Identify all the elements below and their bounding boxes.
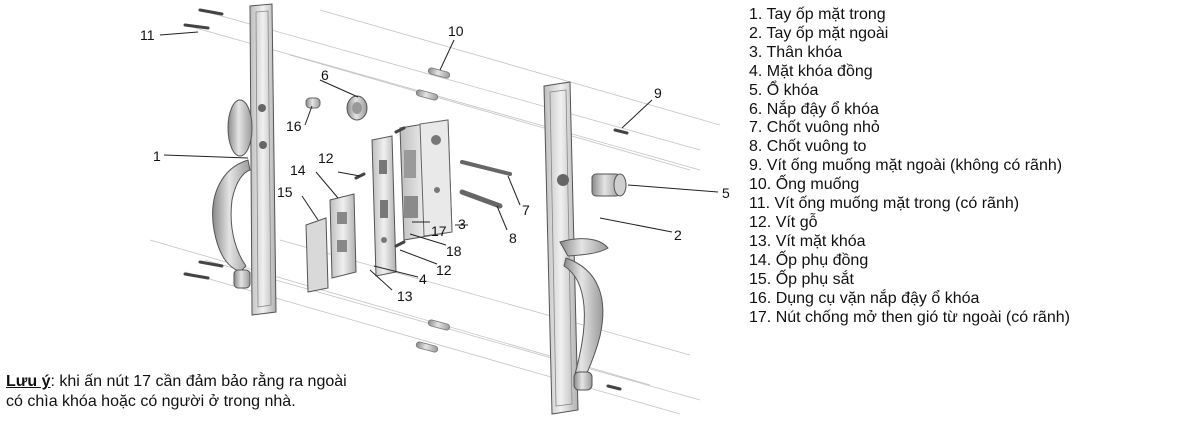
part-item: 6. Nắp đậy ổ khóa — [749, 100, 879, 118]
spacer-tubes — [415, 67, 451, 353]
callout-13: 13 — [397, 288, 413, 304]
part-item: 1. Tay ốp mặt trong — [749, 6, 886, 23]
callout-1: 1 — [153, 148, 161, 164]
part-item: 15. Ốp phụ sắt — [749, 270, 854, 288]
parts-list: 1. Tay ốp mặt trong 2. Tay ốp mặt ngoài … — [749, 6, 1070, 327]
cylinder-cap — [346, 95, 368, 121]
cylinder-cap-tool — [305, 97, 321, 109]
note-line-1: Lưu ý: khi ấn nút 17 cần đảm bảo rằng ra… — [6, 372, 347, 392]
exploded-lock-diagram: 1 2 3 4 5 6 7 8 9 10 11 12 12 13 14 15 1… — [140, 3, 730, 415]
callout-17: 17 — [431, 223, 447, 239]
steel-strike-box — [305, 217, 329, 293]
part-item: 3. Thân khóa — [749, 43, 843, 61]
note-text-2: có chìa khóa hoặc có người ở trong nhà. — [6, 393, 296, 410]
usage-note: Lưu ý: khi ấn nút 17 cần đảm bảo rằng ra… — [6, 372, 347, 412]
part-item: 10. Ống muống — [749, 176, 860, 194]
callout-14: 14 — [290, 162, 306, 178]
part-item: 12. Vít gỗ — [749, 213, 818, 231]
part-item: 8. Chốt vuông to — [749, 138, 867, 156]
callout-9: 9 — [654, 85, 662, 101]
spindles — [459, 160, 512, 209]
callout-11: 11 — [140, 27, 155, 43]
part-item: 17. Nút chống mở then gió từ ngoài (có r… — [749, 308, 1070, 326]
callout-12-top: 12 — [318, 150, 334, 166]
part-item: 13. Vít mặt khóa — [749, 232, 866, 250]
lock-body — [399, 119, 453, 241]
callout-16: 16 — [286, 118, 302, 134]
part-item: 7. Chốt vuông nhỏ — [749, 119, 880, 137]
callout-12-bottom: 12 — [436, 262, 452, 278]
part-item: 5. Ổ khóa — [749, 81, 819, 99]
callout-5: 5 — [722, 185, 730, 201]
outer-handle-plate — [543, 81, 609, 415]
callouts: 1 2 3 4 5 6 7 8 9 10 11 12 12 13 14 15 1… — [140, 23, 730, 304]
part-item: 11. Vít ống muống mặt trong (có rãnh) — [749, 195, 1020, 213]
part-item: 9. Vít ống muống mặt ngoài (không có rãn… — [749, 157, 1063, 175]
part-item: 2. Tay ốp mặt ngoài — [749, 24, 889, 42]
inner-screws — [183, 8, 224, 280]
note-label: Lưu ý — [6, 373, 51, 390]
callout-4: 4 — [419, 271, 427, 287]
callout-3: 3 — [458, 216, 466, 232]
part-item: 14. Ốp phụ đồng — [749, 251, 869, 269]
callout-15: 15 — [277, 184, 293, 200]
brass-strike-plate — [329, 193, 357, 279]
part-item: 4. Mặt khóa đồng — [749, 62, 873, 80]
lock-face-plate — [371, 135, 397, 277]
callout-18: 18 — [446, 243, 462, 259]
note-text-1: : khi ấn nút 17 cần đảm bảo rằng ra ngoà… — [50, 373, 347, 390]
key-cylinder — [591, 173, 627, 197]
callout-2: 2 — [674, 227, 682, 243]
callout-7: 7 — [522, 202, 530, 218]
part-item: 16. Dụng cụ vặn nắp đậy ổ khóa — [749, 289, 980, 307]
callout-10: 10 — [448, 23, 464, 39]
leader-lines — [159, 31, 719, 291]
outer-screws — [606, 128, 629, 391]
callout-8: 8 — [509, 230, 517, 246]
inner-handle-plate — [212, 3, 277, 316]
callout-6: 6 — [321, 67, 329, 83]
